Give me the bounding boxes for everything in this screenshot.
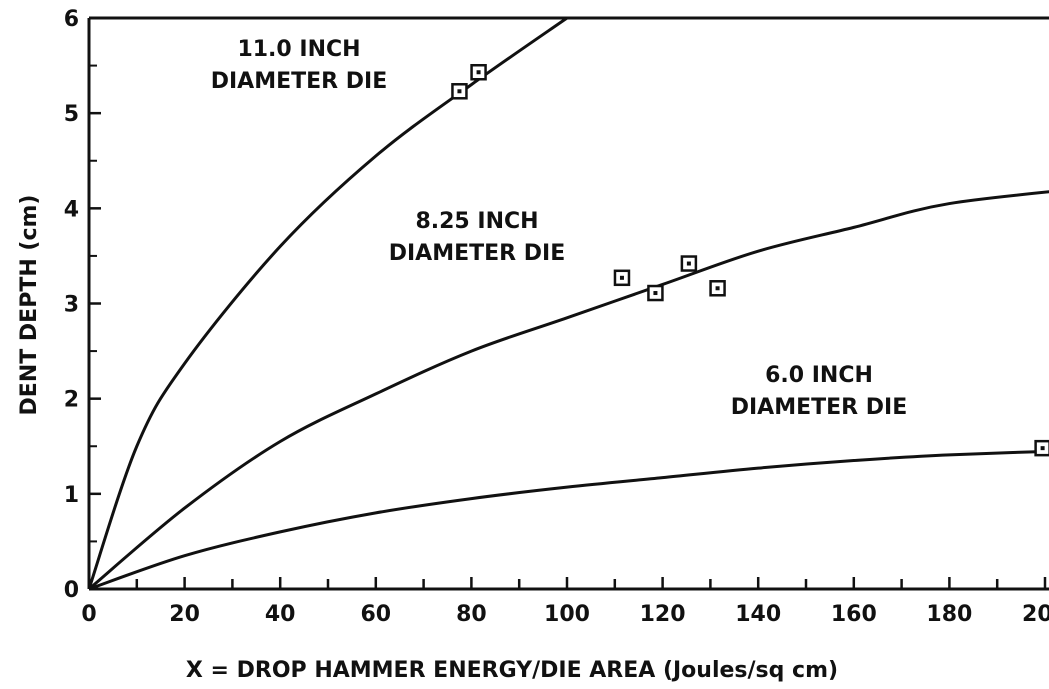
x-tick-label: 20 [169, 602, 200, 627]
y-tick-label: 2 [64, 388, 79, 413]
data-point-marker-center [1040, 446, 1045, 451]
series-annotation: DIAMETER DIE [731, 395, 908, 420]
y-tick-label: 1 [64, 483, 79, 508]
series-annotation: 6.0 INCH [765, 363, 873, 388]
y-tick-label: 4 [64, 197, 79, 222]
series-line-0 [87, 16, 568, 590]
x-tick-label: 100 [544, 602, 590, 627]
series-annotation: 8.25 INCH [415, 209, 538, 234]
y-tick-label: 0 [64, 578, 79, 603]
x-tick-label: 60 [360, 602, 391, 627]
x-tick-label: 40 [265, 602, 296, 627]
data-point-marker-center [476, 70, 481, 75]
y-tick-label: 6 [64, 7, 79, 32]
data-point-marker-center [619, 275, 624, 280]
series-line-2 [88, 449, 1049, 591]
x-tick-label: 180 [926, 602, 972, 627]
series-annotation: DIAMETER DIE [389, 241, 566, 266]
x-tick-label: 140 [735, 602, 781, 627]
x-axis-title: X = DROP HAMMER ENERGY/DIE AREA (Joules/… [186, 658, 838, 683]
y-tick-label: 3 [64, 293, 79, 318]
series-annotation: 11.0 INCH [237, 37, 360, 62]
series-annotation: DIAMETER DIE [211, 69, 388, 94]
data-point-marker-center [715, 286, 720, 291]
x-tick-label: 200 [1022, 602, 1049, 627]
x-tick-label: 80 [456, 602, 487, 627]
y-tick-label: 5 [64, 102, 79, 127]
axes: 0 20 40 60 80 100 120 140 160 180 200 0 1 2 3 4 5 6 [64, 7, 1049, 627]
data-point-marker-center [653, 291, 658, 296]
series-line-1 [88, 190, 1049, 591]
data-point-marker-center [457, 89, 462, 94]
x-tick-label: 120 [640, 602, 686, 627]
y-axis-title: DENT DEPTH (cm) [17, 195, 42, 416]
curves [87, 16, 1049, 591]
data-point-marker-center [686, 261, 691, 266]
data-markers [451, 63, 1049, 457]
x-tick-label: 0 [81, 602, 96, 627]
x-tick-label: 160 [831, 602, 877, 627]
annotations: 11.0 INCH DIAMETER DIE 8.25 INCH DIAMETER D… [211, 37, 908, 420]
